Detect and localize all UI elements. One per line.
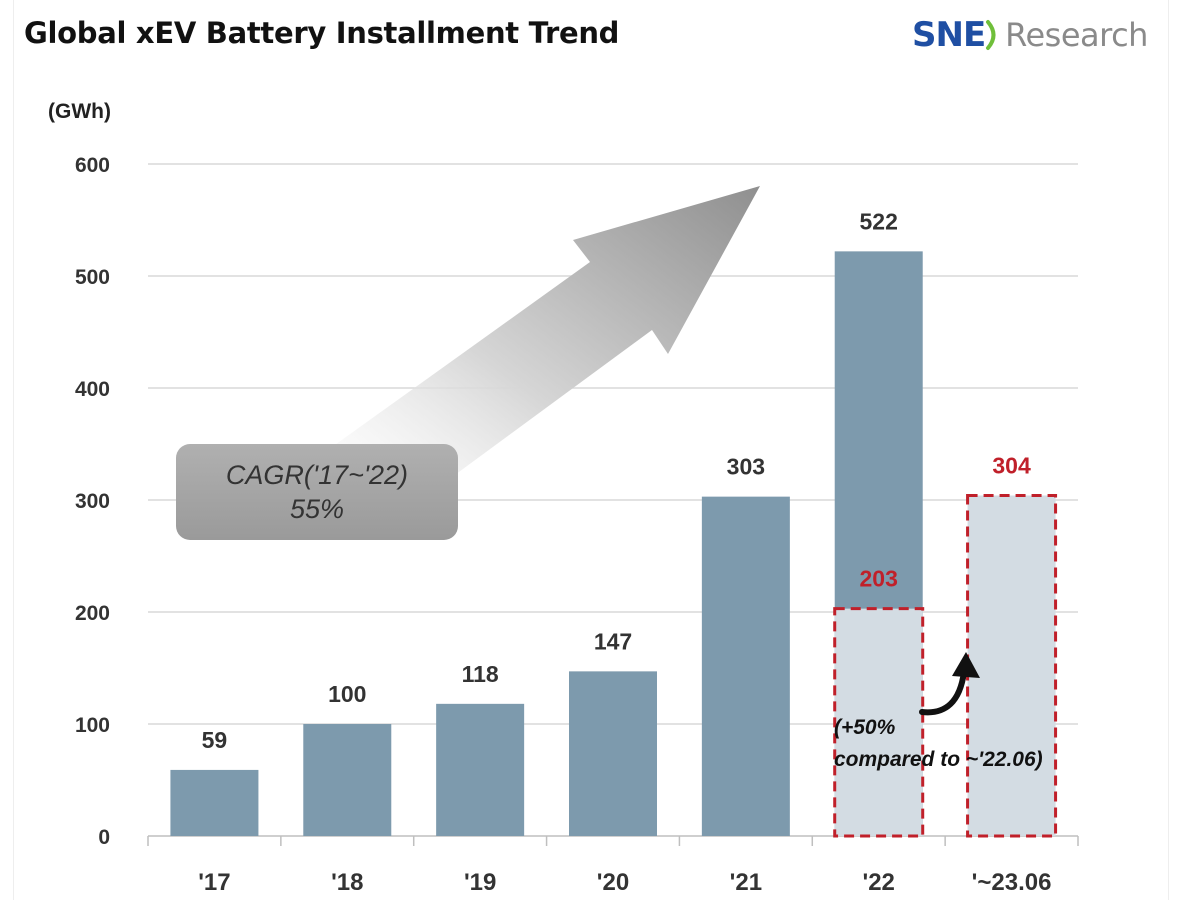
increase-curved-arrow-icon	[919, 669, 967, 716]
y-tick-label: 0	[98, 826, 110, 849]
chart-title: Global xEV Battery Installment Trend	[24, 16, 620, 50]
data-label: 59	[202, 727, 228, 753]
y-tick-label: 100	[75, 714, 110, 737]
data-label: 118	[462, 661, 499, 687]
x-axis-ticks: '17 '18 '19 '20 '21 '22 '~23.06	[198, 869, 1051, 896]
cagr-value: 55%	[289, 494, 345, 524]
data-label: 147	[594, 628, 632, 654]
data-label: 303	[727, 454, 765, 480]
y-tick-label: 500	[75, 266, 110, 289]
growth-note-line2: compared to ~'22.06)	[834, 748, 1043, 771]
x-tick-label: '20	[597, 869, 629, 896]
y-axis-ticks: 0 100 200 300 400 500 600	[75, 154, 110, 849]
data-label: 304	[992, 453, 1031, 479]
bar	[701, 496, 790, 836]
highlight-bar	[967, 495, 1056, 836]
bar	[170, 769, 259, 836]
highlight-bar-outline	[966, 494, 1058, 838]
logo-arc-icon	[986, 20, 996, 50]
increase-arrow-head-icon	[952, 652, 980, 678]
x-tick-label: '~23.06	[972, 869, 1052, 896]
cagr-label: CAGR('17~'22)	[225, 460, 409, 490]
y-axis-unit: (GWh)	[48, 100, 111, 123]
bars	[170, 251, 1058, 838]
highlight-bar-outline	[833, 607, 925, 838]
bar	[303, 724, 392, 836]
highlight-bar	[834, 608, 923, 836]
bar	[436, 703, 525, 836]
cagr-callout: CAGR('17~'22) 55%	[176, 444, 458, 540]
data-label: 522	[860, 208, 898, 234]
x-tick-label: '18	[331, 869, 363, 896]
data-label: 100	[328, 681, 366, 707]
y-tick-label: 200	[75, 602, 110, 625]
sne-research-logo: SNE Research	[912, 10, 1148, 60]
x-tick-label: '17	[198, 869, 230, 896]
logo-research-text: Research	[1005, 16, 1148, 54]
x-tick-label: '19	[464, 869, 496, 896]
y-tick-label: 300	[75, 490, 110, 513]
bar	[569, 671, 657, 836]
x-tick-label: '21	[730, 869, 762, 896]
y-tick-label: 600	[75, 154, 110, 177]
y-tick-label: 400	[75, 378, 110, 401]
data-labels: 59 100 118 147 303 522 304 203	[202, 208, 1031, 753]
growth-note-line1: (+50%	[834, 716, 896, 739]
logo-sne-text: SNE	[912, 15, 986, 55]
highlight-data-label: 203	[860, 566, 898, 592]
x-tick-label: '22	[863, 869, 895, 896]
growth-note: (+50% compared to ~'22.06)	[834, 712, 1043, 776]
